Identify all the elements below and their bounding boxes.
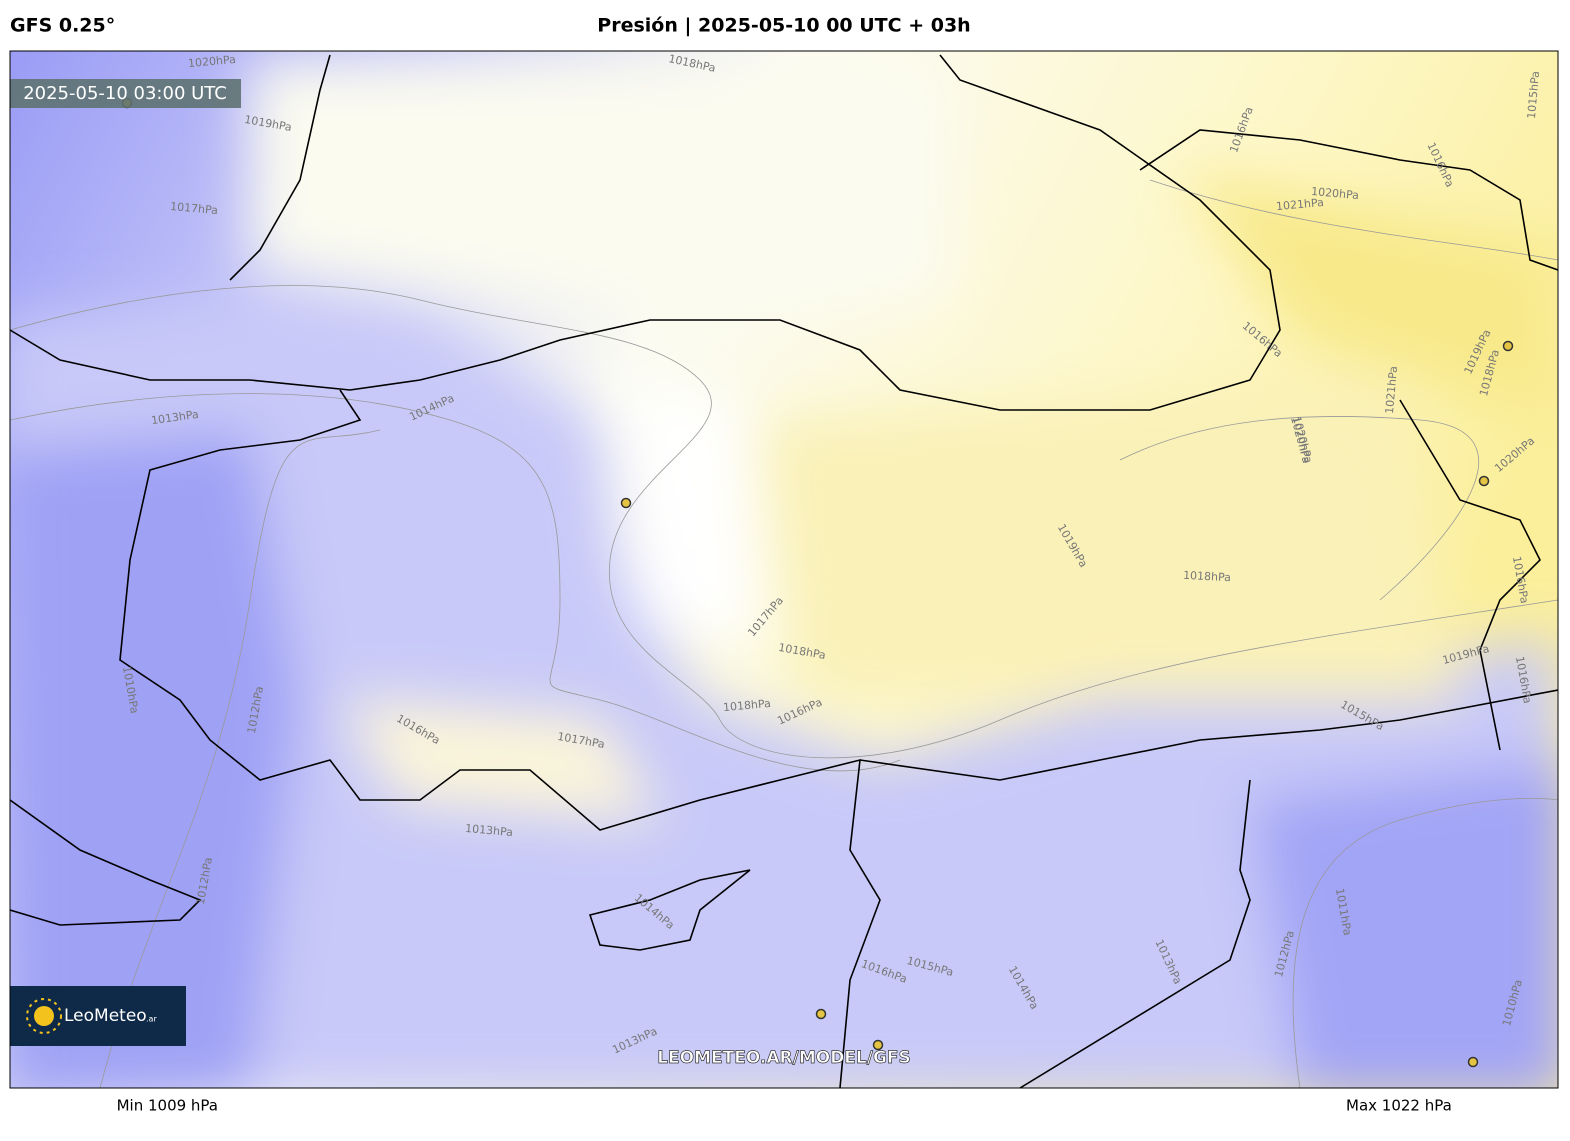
logo-sun (34, 1006, 54, 1026)
model-name: GFS 0.25° (10, 15, 115, 37)
min-label: Min 1009 hPa (117, 1097, 218, 1115)
watermark: LEOMETEO.AR/MODEL/GFS (657, 1048, 911, 1068)
contour-label: 1018hPa (723, 697, 772, 714)
coastlines (10, 54, 1558, 1088)
contour-label: 1017hPa (170, 200, 219, 217)
contour-label: 1013hPa (465, 822, 514, 839)
logo-rays (26, 998, 62, 1034)
contour-label: 1015hPa (1525, 71, 1542, 120)
timestamp-box (10, 79, 241, 108)
contour-label: 1020hPa (1311, 185, 1360, 202)
contour-label: 1021hPa (1383, 366, 1400, 415)
map: 1020hPa 1018hPa1019hPa1017hPa1016hPa1016h… (10, 51, 1558, 1088)
logo-suffix: .ar (146, 1015, 157, 1024)
logo-text: LeoMeteo (64, 1006, 147, 1026)
map-frame (9, 50, 1559, 1089)
map-title: Presión | 2025-05-10 00 UTC + 03h (597, 15, 970, 37)
timestamp: 2025-05-10 03:00 UTC (23, 83, 227, 104)
contour-label: 1020hPa (188, 53, 237, 70)
contour-label: 1021hPa (1276, 196, 1325, 213)
max-label: Max 1022 hPa (1346, 1097, 1452, 1115)
isobars (10, 179, 1558, 1088)
contour-label: 1018hPa (1183, 569, 1231, 584)
